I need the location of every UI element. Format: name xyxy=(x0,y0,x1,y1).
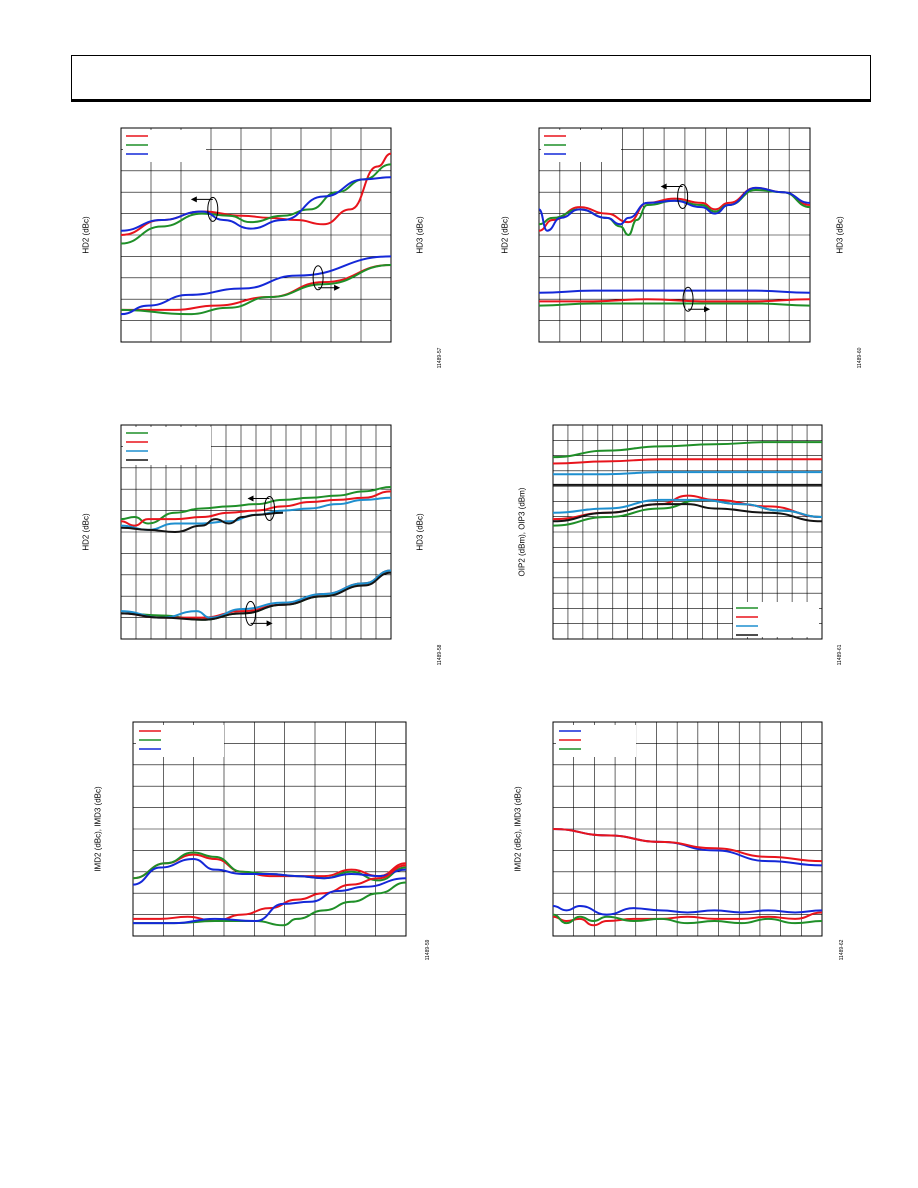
series-line-red-4 xyxy=(120,263,392,311)
legend-box xyxy=(556,725,636,757)
figure-id-label: 11489-60 xyxy=(857,347,863,369)
y-axis-label: HD2 (dBc) xyxy=(81,216,91,254)
secondary-y-axis-label: HD3 (dBc) xyxy=(415,216,425,254)
series-line-green-5 xyxy=(120,263,392,316)
series-line-red-2 xyxy=(552,458,822,465)
series-line-blue-6 xyxy=(538,289,811,294)
figure-id-label: 11489-57 xyxy=(437,347,443,369)
series-line-black-8 xyxy=(120,571,392,621)
series-line-red-2 xyxy=(120,490,392,527)
y-axis-label: HD2 (dBc) xyxy=(500,216,510,254)
series-line-red-2 xyxy=(552,828,823,863)
y-axis-label: OIP2 (dBm), OIP3 (dBm) xyxy=(517,487,527,577)
arrow-right-head xyxy=(704,306,711,313)
series-line-red-4 xyxy=(539,298,811,303)
figure-id-label: 11489-59 xyxy=(425,939,431,961)
series-line-green-1 xyxy=(120,486,392,525)
figure-id-label: 11489-58 xyxy=(437,644,443,666)
series-group-ellipse xyxy=(264,495,275,521)
plot-frame xyxy=(132,721,407,937)
series-group-ellipse xyxy=(677,183,689,209)
chart-panel-6 xyxy=(552,721,823,937)
series-group-ellipse xyxy=(682,286,694,312)
series-line-blue-6 xyxy=(132,877,407,925)
y-axis-label: IMD2 (dBc), IMD3 (dBc) xyxy=(513,786,523,872)
series-line-black-4 xyxy=(120,511,284,533)
series-line-red-4 xyxy=(133,864,407,923)
arrow-left-head xyxy=(660,183,667,190)
chart-panel-5 xyxy=(132,721,407,937)
series-line-blue-6 xyxy=(120,255,392,316)
plot-frame xyxy=(120,424,392,640)
figure-id-label: 11489-62 xyxy=(839,939,845,961)
chart-panel-2 xyxy=(538,127,811,343)
page-header-box xyxy=(71,55,871,102)
series-group-ellipse xyxy=(312,265,324,291)
series-line-red-1 xyxy=(132,853,407,880)
arrow-left-head xyxy=(247,495,254,502)
series-line-green-4 xyxy=(552,913,823,925)
series-line-blue-3 xyxy=(120,176,392,232)
plot-frame xyxy=(552,424,823,640)
legend-box xyxy=(541,130,621,162)
series-line-lightblue-3 xyxy=(553,471,822,476)
arrow-left-head xyxy=(190,196,197,203)
figure-id-label: 11489-61 xyxy=(837,644,843,666)
series-line-blue-5 xyxy=(552,905,823,916)
series-line-green-2 xyxy=(120,163,392,245)
legend-box xyxy=(123,130,206,162)
series-group-ellipse xyxy=(207,196,219,222)
y-axis-label: IMD2 (dBc), IMD3 (dBc) xyxy=(93,786,103,872)
plot-frame xyxy=(538,127,811,343)
secondary-y-axis-label: HD3 (dBc) xyxy=(835,216,845,254)
arrow-right-head xyxy=(334,284,341,291)
series-line-green-5 xyxy=(132,881,407,927)
series-line-blue-3 xyxy=(538,186,811,232)
series-line-lightblue-7 xyxy=(120,569,392,619)
legend-box xyxy=(136,725,224,757)
series-line-green-2 xyxy=(538,189,811,236)
series-line-blue-3 xyxy=(132,857,407,886)
chart-panel-1 xyxy=(120,127,392,343)
chart-panel-4 xyxy=(552,424,823,640)
series-line-green-5 xyxy=(538,302,811,307)
series-line-green-1 xyxy=(552,441,822,459)
y-axis-label: HD2 (dBc) xyxy=(81,513,91,551)
arrow-right-head xyxy=(266,620,273,627)
secondary-y-axis-label: HD3 (dBc) xyxy=(415,513,425,551)
series-group-ellipse xyxy=(245,600,257,626)
series-line-lightblue-7 xyxy=(552,498,823,519)
series-line-black-8 xyxy=(552,503,823,523)
chart-panel-3 xyxy=(120,424,392,640)
